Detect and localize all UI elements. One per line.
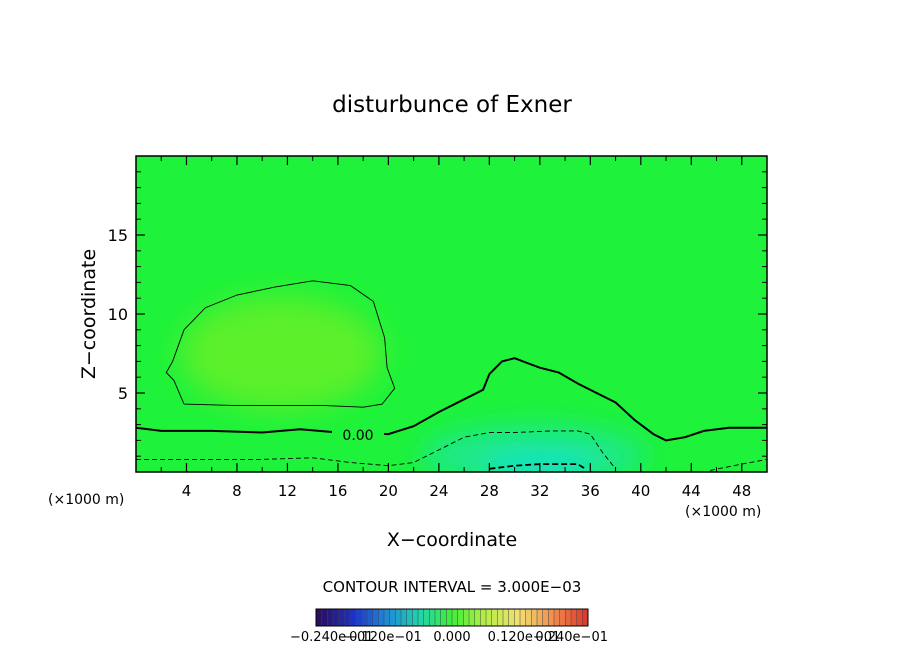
cool-anomaly-region [419,424,648,472]
contour-label: 0.00 [342,428,373,444]
colorbar-swatch [486,609,492,626]
colorbar-label: −0.240e−01 [290,630,374,645]
colorbar-swatch [446,609,453,626]
colorbar-swatch [389,609,396,626]
warm-anomaly-region [180,296,383,411]
colorbar-swatch [384,609,390,626]
cool-anomaly-core [483,453,597,472]
y-tick-label: 10 [108,305,128,324]
colorbar-swatch [316,609,322,626]
x-tick-label: 12 [278,482,297,500]
x-axis-ticks: 4 8 12 16 20 24 28 32 36 40 44 48 [160,156,751,500]
colorbar-swatch [378,609,385,626]
colorbar-swatch [367,609,373,626]
colorbar-swatch [423,609,430,626]
colorbar-label: 0.240e−01 [535,630,608,645]
label-mask [332,427,384,443]
x-tick-label: 24 [429,482,448,500]
colorbar-swatch [355,609,362,626]
colorbar-swatch [576,609,583,626]
colorbar-swatch [571,609,577,626]
contour-line [165,280,396,408]
x-tick-label: 48 [732,482,751,500]
colorbar-swatch [497,609,504,626]
y-tick-label: 5 [118,384,128,403]
x-tick-label: 44 [682,482,701,500]
colorbar-swatch [548,609,555,626]
colorbar-swatch [525,609,532,626]
x-tick-label: 20 [379,482,398,500]
colorbar-swatch [401,609,407,626]
colorbar-swatch [395,609,402,626]
colorbar-label: 0.000 [433,630,470,645]
colorbar-swatch [361,609,368,626]
colorbar-swatch [372,609,379,626]
colorbar-swatch [508,609,515,626]
x-tick-label: 16 [328,482,347,500]
colorbar-swatch [514,609,521,626]
colorbar-swatch [463,609,470,626]
colorbar-swatch [520,609,526,626]
colorbar-swatch [559,609,566,626]
x-tick-label: 4 [182,482,192,500]
colorbar-label: 0.120e−01 [488,630,561,645]
x-tick-label: 8 [232,482,242,500]
colorbar-swatch [338,609,345,626]
contour-interval-text: CONTOUR INTERVAL = 3.000E−03 [323,578,582,596]
colorbar-swatch [469,609,475,626]
colorbar-swatch [565,609,572,626]
x-unit-right: (×1000 m) [685,504,761,520]
colorbar-swatch [327,609,334,626]
contour-line [136,357,767,442]
colorbar-swatch [418,609,424,626]
colorbar-swatch [435,609,441,626]
contour-line [136,430,616,470]
colorbar-swatch [429,609,436,626]
colorbar-swatch [480,609,487,626]
colorbar-swatch [537,609,543,626]
colorbar-labels: −0.240e−01−0.120e−01 0.000 0.120e−010.240e… [290,630,608,645]
colorbar-swatch [531,609,538,626]
colorbar-swatch [344,609,351,626]
colorbar-swatch [440,609,447,626]
y-axis-label: Z−coordinate [78,249,100,379]
colorbar-swatch [503,609,509,626]
colorbar-swatch [582,609,589,626]
x-axis-label: X−coordinate [387,529,517,551]
colorbar-swatch [412,609,419,626]
colorbar-swatch [474,609,481,626]
chart-title: disturbunce of Exner [332,92,572,118]
y-tick-label: 15 [108,226,128,245]
colorbar-frame [315,608,589,627]
colorbar-swatch [457,609,464,626]
colorbar-swatch [554,609,560,626]
colorbar-swatch [452,609,458,626]
colorbar-swatch [350,609,356,626]
colorbar-swatch [321,609,328,626]
x-tick-label: 40 [631,482,650,500]
colorbar-swatch [406,609,413,626]
colorbar-swatch [333,609,339,626]
x-tick-label: 36 [581,482,600,500]
colorbar-label: −0.120e−01 [338,630,422,645]
x-tick-label: 32 [530,482,549,500]
y-axis-ticks: 5 10 15 [108,171,767,457]
colorbar-swatch [542,609,549,626]
x-tick-label: 28 [480,482,499,500]
x-unit-left: (×1000 m) [48,492,124,508]
colorbar-swatch [491,609,498,626]
colorbar [315,608,589,627]
plot-area [136,156,767,472]
